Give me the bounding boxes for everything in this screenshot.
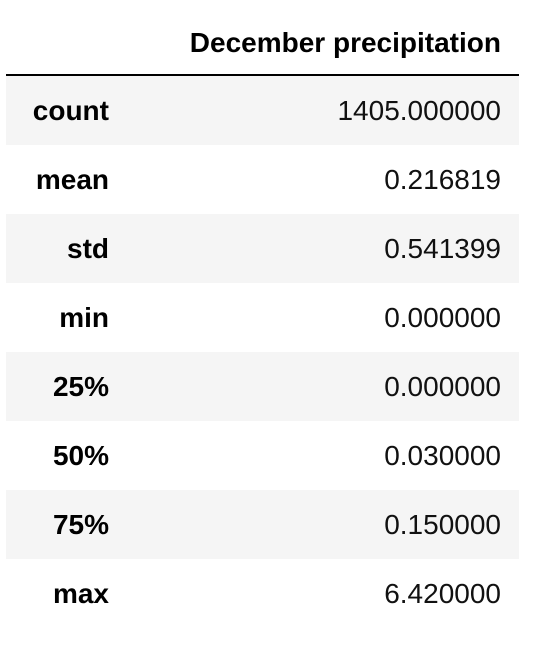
row-value: 1405.000000: [337, 94, 501, 126]
table-header: December precipitation: [6, 8, 519, 76]
row-value: 6.420000: [384, 577, 501, 609]
stats-table: December precipitation count 1405.000000…: [6, 8, 519, 628]
row-label: mean: [35, 163, 109, 195]
row-label: 50%: [52, 439, 109, 471]
row-value: 0.030000: [384, 439, 501, 471]
column-header: December precipitation: [189, 27, 501, 58]
row-label: 75%: [52, 508, 109, 540]
table-row-mean: mean 0.216819: [6, 145, 519, 214]
row-value: 0.216819: [384, 163, 501, 195]
row-value: 0.000000: [384, 370, 501, 402]
row-label: min: [59, 301, 109, 333]
table-row-50: 50% 0.030000: [6, 421, 519, 490]
table-row-25: 25% 0.000000: [6, 352, 519, 421]
table-row-std: std 0.541399: [6, 214, 519, 283]
row-label: 25%: [52, 370, 109, 402]
row-value: 0.150000: [384, 508, 501, 540]
table-row-max: max 6.420000: [6, 559, 519, 628]
row-value: 0.000000: [384, 301, 501, 333]
row-label: max: [52, 577, 109, 609]
row-value: 0.541399: [384, 232, 501, 264]
row-label: std: [67, 232, 109, 264]
row-label: count: [32, 94, 109, 126]
table-row-min: min 0.000000: [6, 283, 519, 352]
table-row-count: count 1405.000000: [6, 76, 519, 145]
table-row-75: 75% 0.150000: [6, 490, 519, 559]
